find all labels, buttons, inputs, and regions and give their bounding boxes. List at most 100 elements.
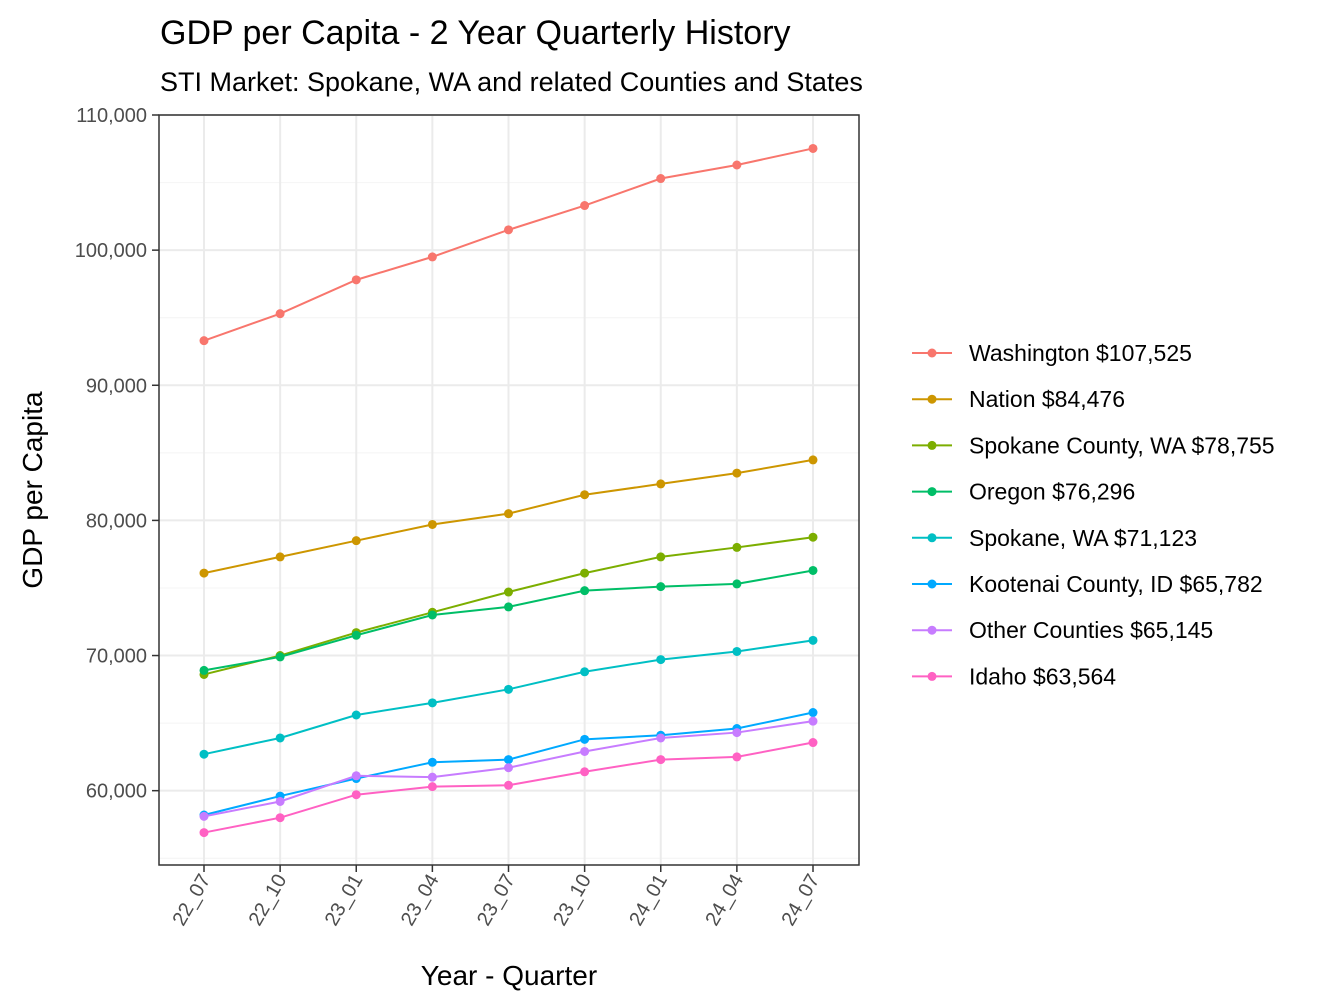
legend: Washington $107,525 Nation $84,476 Spokane… — [912, 340, 1275, 689]
legend-label: Spokane County, WA $78,755 — [969, 432, 1275, 458]
data-point — [351, 710, 361, 720]
legend-entry: Spokane, WA $71,123 — [912, 525, 1197, 551]
data-point — [199, 336, 209, 346]
data-point — [427, 757, 437, 767]
series — [199, 738, 818, 838]
x-tick-label: 23_07 — [473, 871, 520, 930]
data-point — [580, 746, 590, 756]
legend-key-point — [927, 579, 937, 589]
x-tick-label: 24_07 — [777, 871, 824, 930]
data-point — [580, 767, 590, 777]
data-point — [199, 749, 209, 759]
y-axis-title: GDP per Capita — [17, 391, 48, 589]
data-point — [504, 602, 513, 612]
y-tick-label: 80,000 — [86, 510, 147, 532]
data-point — [275, 813, 285, 823]
x-tick-label: 23_01 — [321, 871, 368, 930]
data-point — [504, 780, 513, 790]
legend-key-point — [927, 348, 937, 358]
data-point — [732, 579, 742, 589]
data-point — [275, 796, 285, 806]
series — [199, 143, 818, 346]
data-point — [808, 708, 818, 718]
x-tick-label: 23_04 — [397, 871, 444, 930]
series — [199, 635, 818, 759]
data-point — [656, 755, 666, 765]
data-point — [580, 586, 590, 596]
legend-entry: Nation $84,476 — [912, 386, 1125, 412]
data-point — [275, 733, 285, 743]
legend-key-point — [927, 394, 937, 404]
data-point — [656, 479, 666, 489]
data-point — [656, 733, 666, 743]
data-point — [656, 582, 666, 592]
legend-label: Washington $107,525 — [969, 340, 1192, 366]
legend-label: Spokane, WA $71,123 — [969, 525, 1197, 551]
data-point — [351, 536, 361, 546]
legend-entry: Spokane County, WA $78,755 — [912, 432, 1275, 458]
data-point — [504, 755, 513, 765]
data-point — [656, 655, 666, 665]
data-point — [427, 772, 437, 782]
legend-entry: Washington $107,525 — [912, 340, 1192, 366]
legend-entry: Idaho $63,564 — [912, 663, 1116, 689]
data-point — [351, 771, 361, 781]
data-point — [732, 646, 742, 656]
series-layer — [199, 143, 818, 838]
legend-key-point — [927, 440, 937, 450]
legend-label: Idaho $63,564 — [969, 663, 1116, 689]
data-point — [808, 738, 818, 748]
legend-label: Other Counties $65,145 — [969, 617, 1213, 643]
data-point — [732, 542, 742, 552]
data-point — [504, 587, 513, 597]
data-point — [808, 565, 818, 575]
series — [199, 455, 818, 578]
y-tick-label: 60,000 — [86, 781, 147, 803]
data-point — [427, 610, 437, 620]
chart-subtitle: STI Market: Spokane, WA and related Coun… — [160, 67, 863, 97]
data-point — [351, 275, 361, 285]
data-point — [732, 160, 742, 170]
data-point — [808, 532, 818, 542]
data-point — [275, 652, 285, 662]
data-point — [427, 782, 437, 792]
data-point — [504, 763, 513, 773]
legend-key-point — [927, 671, 937, 681]
data-point — [199, 828, 209, 838]
x-tick-label: 22_10 — [245, 871, 292, 930]
data-point — [580, 201, 590, 211]
series — [199, 565, 818, 675]
x-tick-label: 23_10 — [549, 871, 596, 930]
legend-label: Kootenai County, ID $65,782 — [969, 571, 1263, 597]
legend-entry: Oregon $76,296 — [912, 479, 1135, 505]
data-point — [275, 552, 285, 562]
legend-label: Nation $84,476 — [969, 386, 1125, 412]
data-point — [656, 552, 666, 562]
data-point — [199, 665, 209, 675]
x-axis-title: Year - Quarter — [421, 960, 597, 991]
data-point — [427, 698, 437, 708]
legend-key-point — [927, 533, 937, 543]
data-point — [504, 225, 513, 235]
data-point — [504, 509, 513, 519]
data-point — [427, 252, 437, 262]
x-tick-label: 24_04 — [701, 871, 748, 930]
chart-title: GDP per Capita - 2 Year Quarterly Histor… — [160, 14, 791, 52]
y-tick-label: 110,000 — [76, 105, 147, 127]
data-point — [732, 728, 742, 738]
data-point — [504, 684, 513, 694]
data-point — [351, 790, 361, 800]
x-tick-label: 22_07 — [168, 871, 215, 930]
series — [199, 716, 818, 821]
data-point — [199, 811, 209, 821]
x-tick-label: 24_01 — [625, 871, 672, 930]
axes: 60,000 70,000 80,000 90,000 100,000 110,000 22… — [75, 105, 825, 930]
legend-label: Oregon $76,296 — [969, 479, 1135, 505]
legend-entry: Kootenai County, ID $65,782 — [912, 571, 1263, 597]
legend-key-point — [927, 625, 937, 635]
data-point — [199, 568, 209, 578]
y-tick-label: 90,000 — [86, 375, 147, 397]
data-point — [275, 309, 285, 319]
data-point — [580, 667, 590, 677]
data-point — [732, 752, 742, 762]
